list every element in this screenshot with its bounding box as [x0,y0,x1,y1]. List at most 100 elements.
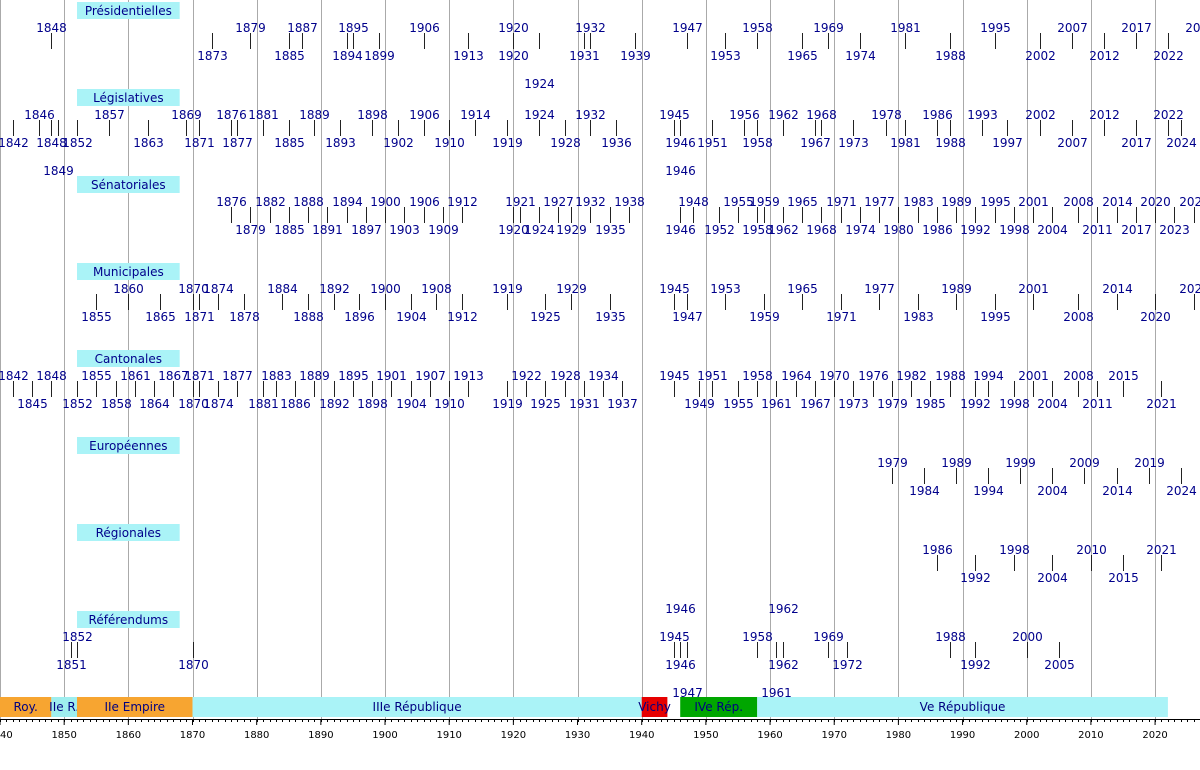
election-year: 1959 [749,310,780,324]
category-label-box [77,350,180,367]
election-year: 1962 [768,602,799,616]
election-year: 1924 [524,223,555,237]
election-year: 1945 [659,282,690,296]
axis-tick-label: 1960 [757,730,782,741]
election-year: 1965 [787,49,818,63]
election-year: 1953 [710,282,741,296]
election-year: 1965 [787,195,818,209]
election-year: 1894 [332,195,363,209]
election-year: 1992 [960,223,991,237]
election-year: 2004 [1037,223,1068,237]
election-year: 1906 [409,195,440,209]
election-year: 1907 [415,369,446,383]
election-year: 2017 [1121,136,1152,150]
election-year: 1855 [81,310,112,324]
election-year: 1883 [261,369,292,383]
election-year: 1882 [255,195,286,209]
election-year: 1894 [332,49,363,63]
era-bar [192,697,642,717]
era-label: Vichy [638,700,671,714]
axis-tick-label: 1870 [180,730,205,741]
election-year: 1938 [614,195,645,209]
election-year: 1925 [530,397,561,411]
election-year: 1967 [800,136,831,150]
election-year: 1885 [274,49,305,63]
election-year: 1924 [524,77,555,91]
election-year: 1935 [595,310,626,324]
election-year: 1988 [935,49,966,63]
election-year: 1922 [511,369,542,383]
election-year: 1932 [575,195,606,209]
election-year: 1969 [813,21,844,35]
election-year: 1878 [229,310,260,324]
election-year: 1920 [498,49,529,63]
election-year: 1973 [838,397,869,411]
election-year: 1848 [36,369,67,383]
axis-tick-label: 1940 [629,730,654,741]
election-year: 1849 [43,164,74,178]
election-year: 1919 [492,136,523,150]
election-year: 1982 [896,369,927,383]
category-label: Régionales [96,526,161,540]
election-year: 1876 [216,108,247,122]
era-bar [51,697,78,717]
election-year: 1999 [1005,456,1036,470]
election-year: 1980 [883,223,914,237]
category-label-box [77,89,180,106]
election-year: 1891 [312,223,343,237]
era-bar [0,697,52,717]
election-year: 1895 [338,21,369,35]
election-year: 1912 [447,310,478,324]
election-year: 2024 [1166,484,1197,498]
election-year: 1985 [915,397,946,411]
election-year: 1902 [383,136,414,150]
era-bar [757,697,1168,717]
election-year: 1910 [434,397,465,411]
election-year: 1919 [492,397,523,411]
election-year: 2012 [1089,108,1120,122]
election-year: 1888 [293,195,324,209]
x-axis: 1840 1850 1860 1870 1880 1890 1900 1910 1920 1930… [0,719,1200,741]
election-year: 2014 [1102,195,1133,209]
election-year: 1979 [877,397,908,411]
election-year: 2022 [1153,49,1184,63]
election-year: 1945 [659,369,690,383]
election-year: 1973 [838,136,869,150]
election-year: 1988 [935,369,966,383]
election-year: 1898 [357,397,388,411]
election-year: 1948 [678,195,709,209]
election-year: 1946 [665,602,696,616]
election-year: 1937 [607,397,638,411]
election-year: 2008 [1063,310,1094,324]
election-year: 1951 [697,136,728,150]
election-year: 2017 [1121,21,1152,35]
axis-tick-label: 1860 [116,730,141,741]
election-year: 1852 [62,397,93,411]
election-year: 2020 [1140,195,1171,209]
era-label: IIe Empire [104,700,165,714]
election-year: 1962 [768,223,799,237]
election-year: 1989 [941,456,972,470]
axis-tick-label: 1890 [308,730,333,741]
election-year: 1946 [665,136,696,150]
election-year: 1899 [364,49,395,63]
election-year: 1958 [742,21,773,35]
axis-tick-label: 1930 [565,730,590,741]
election-year: 1871 [184,369,215,383]
election-year: 1953 [710,49,741,63]
election-year: 2002 [1025,49,1056,63]
election-year: 1892 [319,397,350,411]
election-year: 1870 [178,658,209,672]
category-label: Municipales [93,265,164,279]
election-year: 1910 [434,136,465,150]
axis-tick-label: 1840 [0,730,13,741]
election-year: 1947 [672,21,703,35]
election-year: 1928 [550,369,581,383]
election-year: 1959 [749,195,780,209]
election-year: 1877 [222,369,253,383]
election-year: 1885 [274,136,305,150]
election-year: 1927 [543,195,574,209]
